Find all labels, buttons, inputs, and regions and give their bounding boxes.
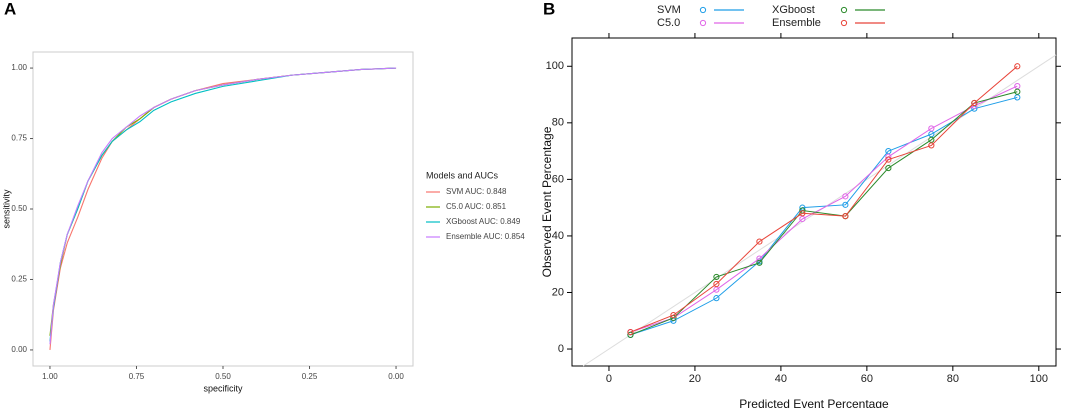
legend-label: SVM — [657, 4, 681, 16]
series-line — [49, 67, 397, 350]
series-point — [756, 238, 763, 245]
x-tick-label: 0.50 — [215, 372, 231, 381]
y-tick-label: 0.25 — [11, 275, 27, 284]
x-tick-label: 1.00 — [42, 372, 58, 381]
series-point — [713, 295, 720, 302]
y-tick-label: 20 — [552, 286, 564, 298]
legend-label: C5.0 — [657, 17, 680, 29]
x-tick-label: 60 — [861, 373, 873, 385]
reference-diagonal — [582, 54, 1057, 367]
series-line — [49, 67, 397, 336]
y-tick-label: 40 — [552, 230, 564, 242]
series-line — [49, 67, 397, 342]
series-point — [627, 331, 634, 338]
series-point — [928, 125, 935, 132]
series-point — [842, 193, 849, 200]
panel-b: B 0 20 40 60 80 100 0 20 40 60 80 100 Predicted Event… — [540, 0, 1061, 408]
series-point — [971, 99, 978, 107]
x-tick-label: 0 — [606, 373, 612, 385]
series-point — [885, 164, 892, 172]
plot-border — [571, 37, 1057, 367]
series-point — [670, 312, 677, 319]
y-tick-label: 100 — [546, 60, 564, 72]
y-tick-label: 80 — [552, 117, 564, 129]
legend-marker — [840, 19, 848, 27]
y-tick-label: 60 — [552, 173, 564, 185]
series-point — [756, 259, 763, 266]
series-point — [885, 156, 892, 163]
legend-label: Ensemble — [772, 17, 821, 29]
series-point — [1014, 82, 1021, 90]
series-line — [630, 65, 1018, 333]
legend-label: Ensemble AUC: 0.854 — [446, 232, 525, 241]
series-point — [928, 142, 935, 149]
series-point — [756, 255, 763, 262]
legend-label: C5.0 AUC: 0.851 — [446, 202, 507, 211]
x-tick-label: 20 — [689, 373, 701, 385]
series-point — [1014, 63, 1021, 70]
panel-label: B — [543, 0, 555, 18]
y-axis-label: sensitivity — [1, 189, 11, 229]
series-point — [1014, 88, 1021, 95]
series-point — [842, 213, 849, 220]
series-point — [842, 201, 849, 208]
series-point — [713, 280, 720, 288]
series-point — [713, 273, 720, 281]
y-tick-label: 1.00 — [11, 63, 27, 72]
series-line — [630, 85, 1018, 333]
x-tick-label: 100 — [1030, 373, 1048, 385]
y-tick-label: 0.00 — [11, 345, 27, 354]
series-point — [799, 210, 806, 217]
legend-label: XGboost — [772, 4, 815, 16]
series-line — [630, 91, 1018, 336]
y-axis-label: Observed Event Percentage — [540, 126, 554, 277]
legend-label: XGboost AUC: 0.849 — [446, 217, 521, 226]
y-tick-label: 0 — [558, 343, 564, 355]
series-line — [630, 96, 1018, 336]
legend-label: SVM AUC: 0.848 — [446, 187, 507, 196]
x-tick-label: 0.75 — [129, 372, 145, 381]
series-point — [627, 328, 634, 336]
plot-border — [32, 51, 414, 367]
legend-marker — [699, 19, 707, 27]
series-line — [49, 67, 397, 345]
x-axis-label: Predicted Event Percentage — [739, 397, 889, 408]
legend-title: Models and AUCs — [426, 170, 499, 180]
x-tick-label: 0.00 — [388, 372, 404, 381]
x-axis-label: specificity — [203, 383, 243, 393]
panel-a: A 1.00 0.75 0.50 0.25 0.00 0.00 0.25 0.50 0.75 1.0… — [1, 0, 525, 393]
x-tick-label: 40 — [775, 373, 787, 385]
x-tick-label: 80 — [947, 373, 959, 385]
y-tick-label: 0.50 — [11, 204, 27, 213]
legend-marker — [840, 6, 848, 14]
panel-label: A — [4, 0, 16, 18]
y-tick-label: 0.75 — [11, 134, 27, 143]
legend-marker — [699, 6, 707, 14]
x-tick-label: 0.25 — [302, 372, 318, 381]
